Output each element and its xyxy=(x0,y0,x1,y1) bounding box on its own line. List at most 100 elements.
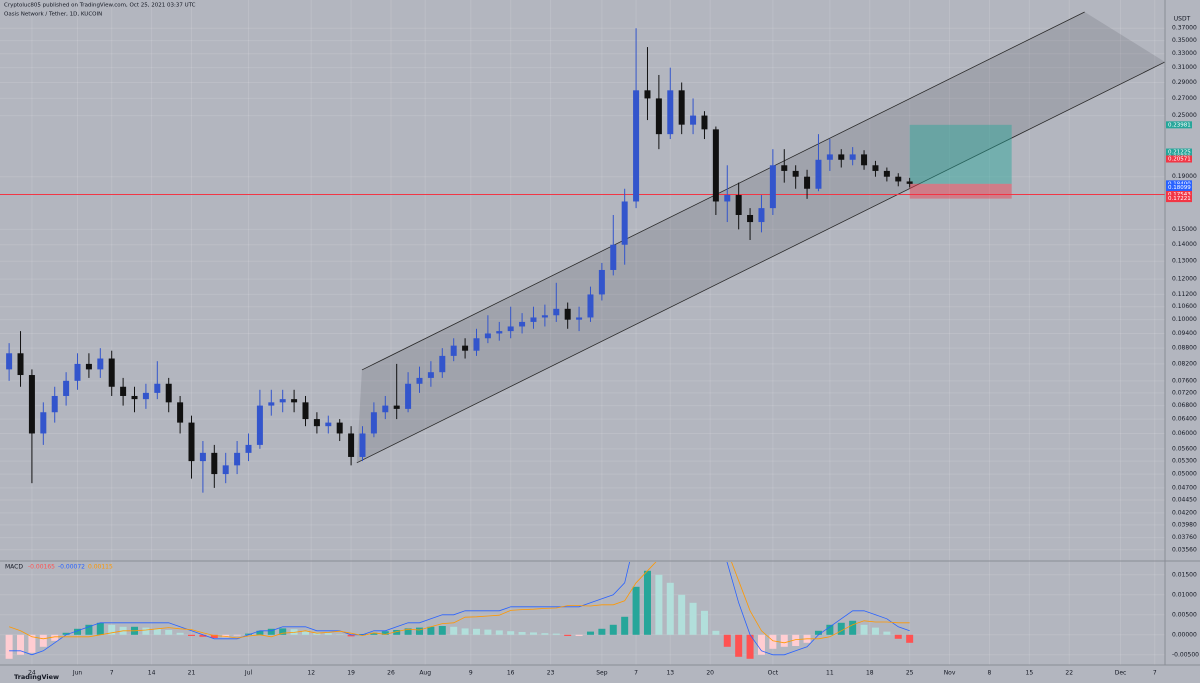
candle-body xyxy=(336,422,343,434)
histogram-bar xyxy=(735,634,743,657)
histogram-bar xyxy=(450,626,458,635)
y-tick-label: 0.19000 xyxy=(1172,173,1197,180)
candle-body xyxy=(222,465,229,475)
price-panel xyxy=(0,11,1165,493)
histogram-bar xyxy=(5,634,13,659)
histogram-bar xyxy=(871,627,879,635)
x-tick-label: 25 xyxy=(906,670,914,677)
candle-body xyxy=(564,308,571,320)
x-tick-label: Jun xyxy=(72,670,83,677)
histogram-bar xyxy=(404,628,412,635)
histogram-bar xyxy=(393,630,401,635)
histogram-bar xyxy=(39,634,47,647)
candle-body xyxy=(724,195,731,202)
candle-body xyxy=(313,419,320,427)
x-tick-label: Dec xyxy=(1115,670,1127,677)
candle-body xyxy=(484,333,491,339)
price-tag xyxy=(1166,121,1192,129)
histogram-bar xyxy=(507,631,515,635)
y-tick-label: 0.10000 xyxy=(1172,316,1197,323)
macd-tick-label: 0.01000 xyxy=(1172,591,1197,598)
histogram-bar xyxy=(609,624,617,635)
price-tag xyxy=(1166,195,1192,203)
candle-body xyxy=(393,405,400,409)
x-tick-label: Oct xyxy=(768,670,779,677)
histogram-bar xyxy=(461,628,469,635)
y-tick-label: 0.04200 xyxy=(1172,509,1197,516)
y-tick-label: 0.04450 xyxy=(1172,497,1197,504)
histogram-bar xyxy=(245,633,253,635)
candle-body xyxy=(188,422,195,462)
candle-body xyxy=(85,363,92,370)
x-tick-label: Sep xyxy=(596,670,608,677)
candle-body xyxy=(792,170,799,177)
x-tick-label: 7 xyxy=(1153,670,1157,677)
histogram-bar xyxy=(621,616,629,635)
macd-line xyxy=(9,562,910,656)
x-tick-label: 21 xyxy=(188,670,196,677)
x-tick-label: 19 xyxy=(347,670,355,677)
y-tick-label: 0.07600 xyxy=(1172,377,1197,384)
y-tick-label: 0.35000 xyxy=(1172,37,1197,44)
y-tick-label: 0.33000 xyxy=(1172,50,1197,57)
histogram-bar xyxy=(529,632,537,635)
x-tick-label: 8 xyxy=(988,670,992,677)
histogram-bar xyxy=(17,634,25,655)
y-tick-label: 0.06800 xyxy=(1172,402,1197,409)
y-tick-label: 0.03980 xyxy=(1172,521,1197,528)
histogram-bar xyxy=(96,622,104,635)
y-tick-label: 0.25000 xyxy=(1172,112,1197,119)
candle-body xyxy=(439,355,446,373)
candle-body xyxy=(154,383,161,393)
price-tag xyxy=(1166,155,1192,163)
y-tick-label: 0.06000 xyxy=(1172,430,1197,437)
candle-body xyxy=(701,115,708,130)
macd-panel xyxy=(5,562,914,659)
y-tick-label: 0.05300 xyxy=(1172,458,1197,465)
histogram-bar xyxy=(883,631,891,635)
symbol: Oasis Network / Tether, 1D, KUCOIN xyxy=(4,12,102,18)
histogram-bar xyxy=(518,632,526,635)
candle-body xyxy=(51,395,58,413)
histogram-bar xyxy=(757,634,765,655)
signal-line xyxy=(8,562,910,644)
candle-body xyxy=(712,129,719,202)
candle-body xyxy=(302,402,309,420)
histogram-bar xyxy=(564,634,572,636)
macd-tick-label: 0.00000 xyxy=(1172,631,1197,638)
x-tick-label: Jul xyxy=(244,670,253,677)
histogram-bar xyxy=(849,620,857,635)
candle-body xyxy=(804,176,811,189)
x-tick-label: 7 xyxy=(110,670,114,677)
candle-body xyxy=(553,308,560,316)
x-tick-label: Aug xyxy=(419,670,431,677)
candle-body xyxy=(245,444,252,453)
y-tick-label: 0.03760 xyxy=(1172,534,1197,541)
x-tick-label: 26 xyxy=(387,670,395,677)
histogram-bar xyxy=(85,624,93,635)
x-tick-label: 20 xyxy=(706,670,714,677)
histogram-bar xyxy=(301,630,309,635)
y-tick-label: 0.05600 xyxy=(1172,445,1197,452)
candle-body xyxy=(142,392,149,400)
candle-body xyxy=(6,353,13,370)
histogram-bar xyxy=(678,594,686,635)
histogram-bar xyxy=(199,634,207,637)
channel-line xyxy=(361,11,1085,371)
histogram-bar xyxy=(826,624,834,635)
y-tick-label: 0.15000 xyxy=(1172,226,1197,233)
x-tick-label: 12 xyxy=(307,670,315,677)
histogram-bar xyxy=(267,628,275,635)
x-tick-label: Nov xyxy=(944,670,956,677)
x-tick-label: 13 xyxy=(666,670,674,677)
histogram-bar xyxy=(700,610,708,635)
y-tick-label: 0.29000 xyxy=(1172,79,1197,86)
x-tick-label: 22 xyxy=(1065,670,1073,677)
y-tick-label: 0.13000 xyxy=(1172,258,1197,265)
x-tick-label: 14 xyxy=(148,670,156,677)
y-tick-label: 0.37000 xyxy=(1172,25,1197,32)
candle-body xyxy=(40,412,47,434)
histogram-bar xyxy=(575,634,583,636)
histogram-bar xyxy=(74,628,82,635)
